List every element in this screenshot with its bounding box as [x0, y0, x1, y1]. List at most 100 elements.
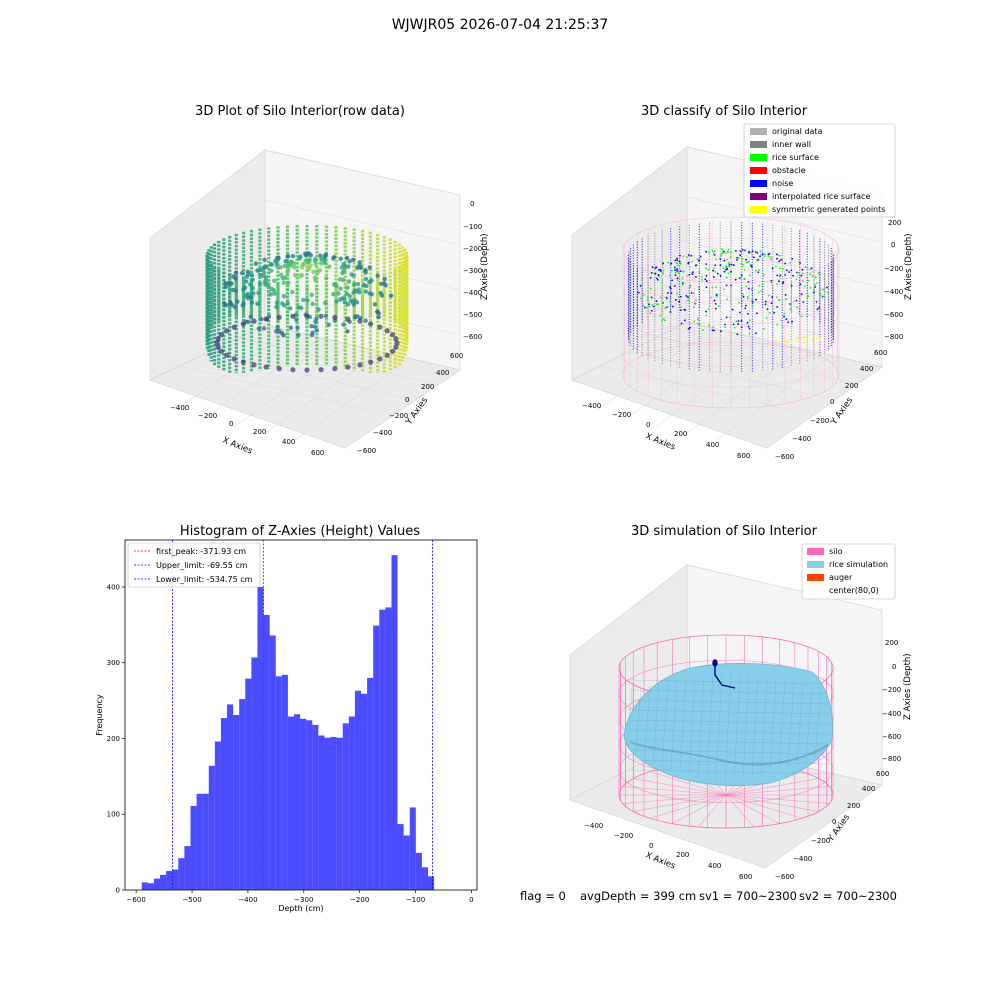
simulation-ztick: −200 [882, 686, 901, 694]
classify-point [713, 250, 716, 253]
raw-point [317, 267, 323, 273]
raw-point [246, 319, 251, 325]
classify-point [687, 254, 690, 257]
raw-point [245, 295, 251, 301]
classify-point [705, 250, 708, 253]
classify-point [728, 262, 731, 265]
classify-point [725, 268, 727, 271]
histogram-bar [269, 635, 276, 890]
classify-point [725, 316, 728, 319]
classify-point [687, 261, 690, 264]
classify-point [823, 295, 826, 298]
raw-point [331, 254, 337, 260]
classify-point [821, 296, 824, 299]
raw-ytick: 0 [405, 396, 409, 404]
classify-point [682, 255, 685, 258]
histogram-bar [385, 607, 392, 890]
legend-label: inner wall [772, 140, 811, 149]
raw-point [324, 276, 329, 281]
histogram-bar [336, 737, 343, 890]
raw-point [311, 269, 316, 275]
classify-point [743, 278, 746, 281]
rice-mesh-line [670, 680, 678, 769]
raw-point [344, 255, 350, 261]
raw-point [388, 293, 394, 298]
raw-point [272, 291, 277, 296]
legend-swatch [750, 128, 767, 135]
classify-point [796, 306, 799, 309]
classify-point [746, 297, 749, 300]
histogram-bar [373, 625, 380, 890]
raw-point [318, 313, 324, 319]
classify-point [779, 254, 781, 257]
classify-point [698, 271, 701, 273]
classify-point [723, 250, 725, 253]
classify-point [729, 256, 732, 258]
histogram-bar [178, 858, 185, 890]
classify-point [670, 262, 673, 265]
classify-point [729, 251, 732, 254]
classify-point [756, 312, 758, 315]
raw-point [285, 254, 290, 259]
raw-point [309, 332, 315, 338]
histogram-ytick-label: 200 [107, 735, 120, 743]
raw-point [342, 299, 348, 305]
classify-ytick: 600 [874, 349, 887, 357]
classify-point [728, 265, 730, 268]
classify-point [673, 266, 676, 269]
raw-ztick: −300 [463, 267, 482, 275]
raw-point [240, 321, 246, 327]
classify-point [758, 269, 761, 271]
classify-point [781, 258, 784, 260]
classify-point [696, 322, 699, 325]
classify-point [714, 264, 717, 267]
classify-point [723, 270, 726, 273]
simulation-ztick: −800 [882, 755, 901, 763]
raw-point [368, 321, 374, 327]
raw-point [248, 314, 253, 319]
classify-point [814, 276, 817, 279]
classify-point [723, 323, 726, 326]
classify-point [738, 301, 740, 304]
classify-point [697, 317, 700, 319]
classify-3d-plot: −400 −200 0 200 400 600 −600 −400 −200 0… [571, 123, 914, 461]
classify-point [701, 278, 703, 281]
classify-point [804, 266, 807, 269]
classify-point [740, 326, 743, 329]
raw-point [263, 274, 268, 280]
raw-point [394, 340, 400, 346]
classify-point [676, 292, 678, 295]
raw-point [231, 356, 237, 362]
raw-point [278, 265, 283, 270]
classify-point [680, 322, 683, 325]
raw-point [354, 300, 360, 305]
raw-point [356, 264, 361, 269]
histogram-bar [409, 807, 416, 890]
histogram-bar [190, 805, 197, 890]
classify-point [747, 313, 749, 315]
rice-mesh-line [629, 749, 831, 755]
classify-point [746, 321, 749, 324]
classify-point [750, 265, 753, 268]
classify-point [723, 259, 726, 262]
histogram-bar [318, 735, 325, 890]
raw-point [290, 289, 295, 295]
raw-point [290, 367, 296, 373]
raw-point [336, 291, 341, 296]
classify-point [719, 254, 722, 257]
classify-point [776, 323, 778, 326]
classify-point [778, 275, 781, 278]
classify-point [784, 273, 787, 276]
classify-point [739, 254, 742, 257]
classify-point [682, 270, 685, 273]
raw-point [327, 264, 332, 269]
raw-point [367, 265, 372, 270]
classify-point [715, 294, 718, 296]
classify-point [758, 284, 761, 287]
classify-point [771, 296, 774, 298]
classify-point [715, 258, 718, 261]
classify-point [712, 326, 715, 329]
classify-point [676, 279, 679, 282]
classify-point [648, 303, 650, 306]
classify-ytick: 0 [830, 398, 834, 406]
